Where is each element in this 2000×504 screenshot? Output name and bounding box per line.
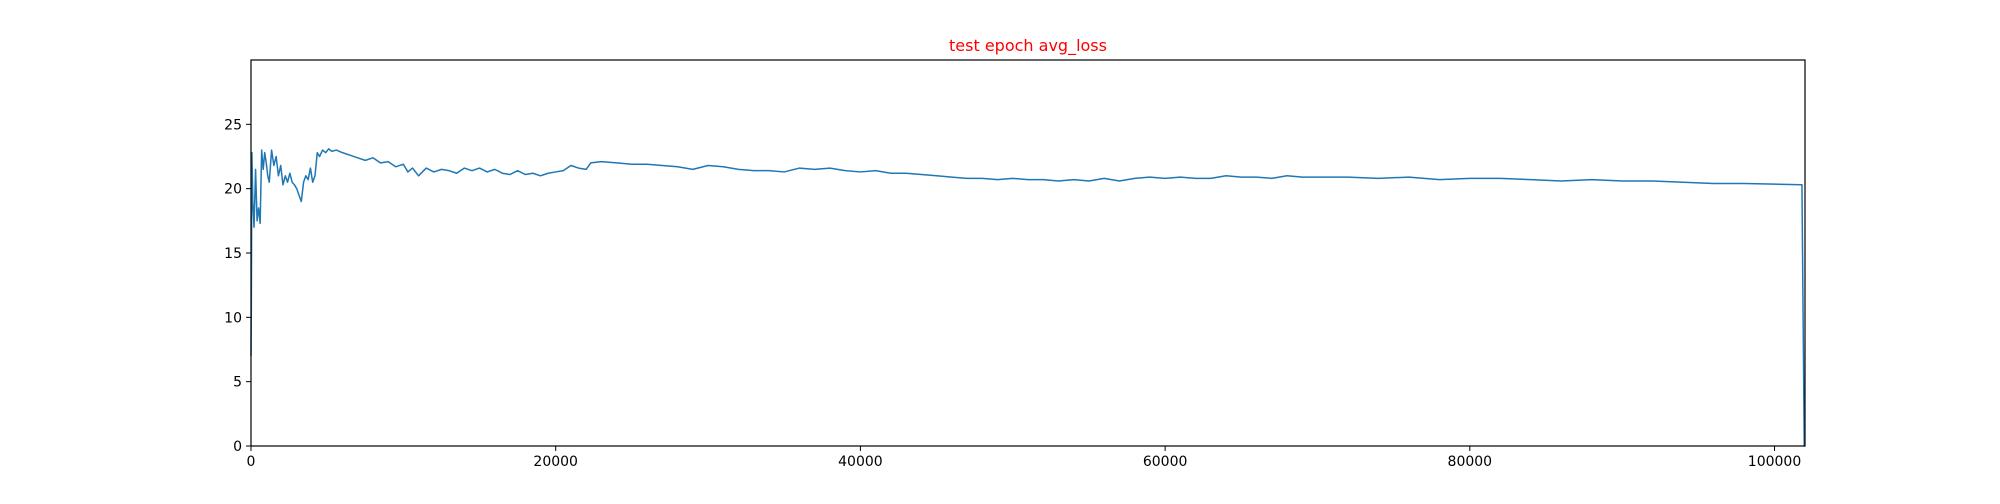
plot-frame — [250, 59, 1806, 447]
x-tick-label: 0 — [247, 454, 256, 470]
y-tick-label: 10 — [224, 310, 242, 326]
plot-area — [250, 59, 1806, 447]
chart-title: test epoch avg_loss — [949, 36, 1107, 56]
y-tick-label: 25 — [224, 117, 242, 133]
x-axis: 0 20000 40000 60000 80000 100000 — [247, 446, 1801, 470]
y-axis: 0 5 10 15 20 25 — [224, 117, 251, 455]
series-line-0 — [250, 148, 1805, 447]
y-tick-label: 15 — [224, 246, 242, 262]
y-tick-label: 0 — [233, 439, 242, 455]
y-tick-label: 5 — [233, 375, 242, 391]
x-tick-label: 40000 — [838, 454, 883, 470]
y-tick-label: 20 — [224, 182, 242, 198]
series-layer — [250, 148, 1805, 447]
x-tick-label: 80000 — [1448, 454, 1493, 470]
x-tick-label: 20000 — [533, 454, 578, 470]
x-tick-label: 60000 — [1143, 454, 1188, 470]
x-tick-label: 100000 — [1748, 454, 1801, 470]
